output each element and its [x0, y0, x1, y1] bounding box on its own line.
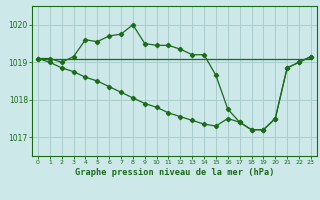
X-axis label: Graphe pression niveau de la mer (hPa): Graphe pression niveau de la mer (hPa): [75, 168, 274, 177]
